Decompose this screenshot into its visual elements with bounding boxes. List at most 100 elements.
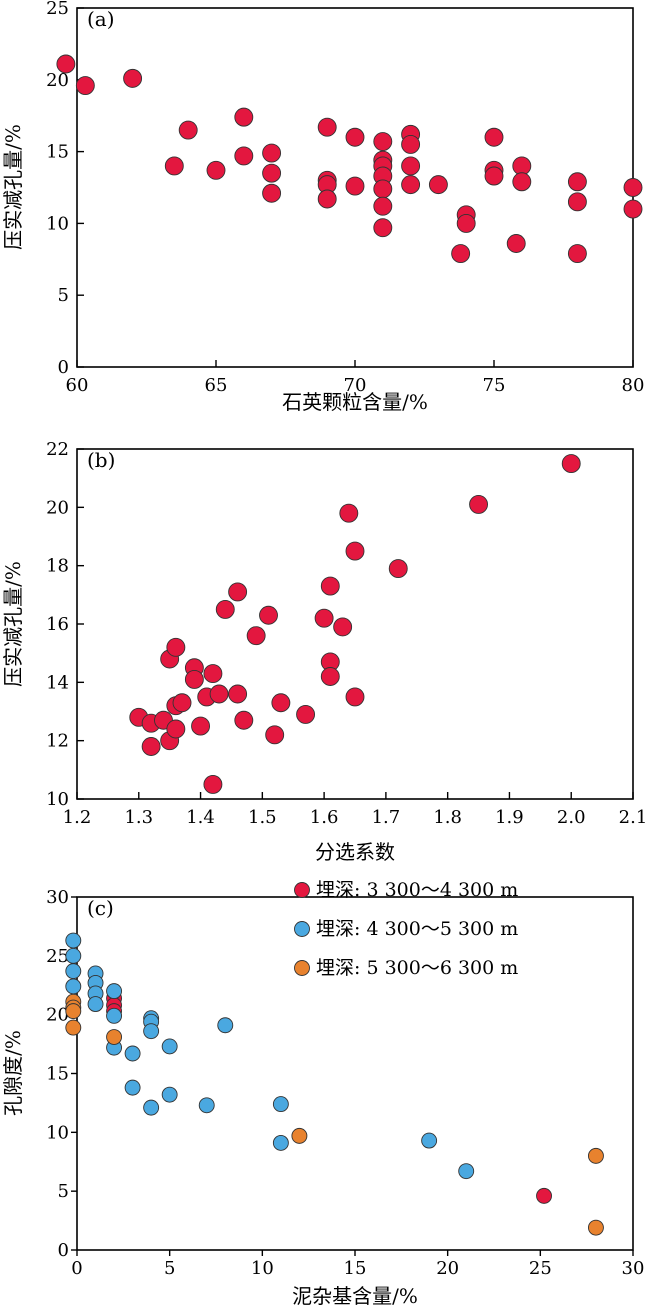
y-tick-label: 25 bbox=[46, 946, 69, 967]
series-3 bbox=[65, 993, 604, 1236]
data-point bbox=[451, 244, 471, 264]
x-axis-label: 泥杂基含量/% bbox=[292, 1284, 418, 1308]
data-point bbox=[123, 68, 143, 88]
data-point bbox=[567, 172, 587, 192]
data-point bbox=[215, 599, 235, 619]
data-point bbox=[567, 244, 587, 264]
y-tick-label: 5 bbox=[58, 1181, 69, 1202]
y-axis-label: 压实减孔量/% bbox=[1, 124, 25, 250]
y-tick-label: 20 bbox=[46, 70, 69, 91]
data-point bbox=[143, 1099, 160, 1116]
y-tick-label: 15 bbox=[46, 142, 69, 163]
x-tick-label: 1.8 bbox=[433, 807, 462, 828]
x-tick-label: 75 bbox=[483, 375, 506, 396]
data-point bbox=[106, 983, 123, 1000]
data-point bbox=[265, 725, 285, 745]
data-point bbox=[469, 494, 489, 514]
panel-label: (b) bbox=[87, 448, 115, 472]
data-point bbox=[272, 1096, 289, 1113]
data-point bbox=[234, 146, 254, 166]
data-point bbox=[143, 1023, 160, 1040]
legend-marker bbox=[294, 921, 310, 937]
panel-a: 60 65 70 75 80 0 5 10 15 20 25 (a) 石英颗粒含量/% 压实减孔量/% bbox=[1, 0, 644, 414]
x-tick-label: 60 bbox=[66, 375, 89, 396]
y-axis-label: 压实减孔量/% bbox=[1, 561, 25, 687]
data-point bbox=[191, 716, 211, 736]
data-point bbox=[484, 127, 504, 147]
data-point bbox=[65, 963, 82, 980]
data-point bbox=[296, 704, 316, 724]
y-tick-label: 25 bbox=[46, 0, 69, 19]
x-tick-label: 1.9 bbox=[495, 807, 524, 828]
series-1 bbox=[129, 454, 581, 794]
x-tick-label: 2.0 bbox=[557, 807, 586, 828]
data-point bbox=[373, 196, 393, 216]
data-point bbox=[320, 576, 340, 596]
data-point bbox=[320, 667, 340, 686]
x-tick-label: 1.3 bbox=[124, 807, 153, 828]
panel-b: 1.2 1.3 1.4 1.5 1.6 1.7 1.8 1.9 2.0 2.1 10 12 14 16 18… bbox=[1, 439, 647, 864]
x-tick-label: 20 bbox=[436, 1258, 459, 1279]
legend: 埋深: 3 300～4 300 m 埋深: 4 300～5 300 m 埋深: 5 … bbox=[294, 879, 518, 979]
data-point bbox=[262, 143, 282, 163]
data-point bbox=[106, 1007, 123, 1024]
data-point bbox=[317, 189, 337, 209]
data-point bbox=[161, 1038, 178, 1055]
y-tick-label: 12 bbox=[46, 731, 69, 752]
y-tick-label: 10 bbox=[46, 789, 69, 810]
x-tick-label: 65 bbox=[205, 375, 228, 396]
data-point bbox=[198, 1097, 215, 1114]
data-point bbox=[228, 582, 248, 602]
y-tick-label: 20 bbox=[46, 497, 69, 518]
x-tick-label: 25 bbox=[529, 1258, 552, 1279]
data-point bbox=[141, 737, 161, 756]
data-point bbox=[203, 664, 223, 684]
y-axis-label: 孔隙度/% bbox=[1, 1030, 25, 1116]
data-point bbox=[164, 156, 184, 176]
data-point bbox=[178, 120, 198, 140]
data-point bbox=[234, 107, 254, 127]
data-point bbox=[228, 684, 248, 704]
x-tick-label: 1.2 bbox=[63, 807, 92, 828]
data-point bbox=[65, 1019, 82, 1036]
x-axis-label: 分选系数 bbox=[315, 840, 395, 864]
series-1 bbox=[56, 54, 643, 264]
data-point bbox=[339, 503, 359, 523]
data-point bbox=[246, 626, 266, 646]
data-point bbox=[166, 637, 186, 657]
data-point bbox=[373, 218, 393, 238]
x-tick-label: 2.1 bbox=[619, 807, 648, 828]
data-point bbox=[259, 605, 278, 625]
data-point bbox=[345, 127, 365, 147]
data-point bbox=[206, 160, 226, 180]
data-point bbox=[623, 178, 643, 197]
data-point bbox=[56, 54, 76, 74]
y-tick-label: 30 bbox=[46, 887, 69, 908]
data-point bbox=[203, 774, 223, 794]
data-point bbox=[512, 156, 532, 176]
y-tick-label: 0 bbox=[58, 1240, 69, 1261]
y-tick-label: 22 bbox=[46, 439, 69, 460]
data-point bbox=[184, 669, 204, 689]
data-point bbox=[484, 166, 504, 186]
data-point bbox=[317, 117, 337, 137]
data-point bbox=[456, 213, 476, 233]
data-point bbox=[587, 1219, 604, 1236]
data-point bbox=[333, 617, 353, 637]
data-point bbox=[401, 156, 421, 176]
x-tick-label: 1.7 bbox=[372, 807, 401, 828]
y-tick-label: 5 bbox=[58, 285, 69, 306]
x-tick-label: 0 bbox=[71, 1258, 82, 1279]
x-tick-label: 1.4 bbox=[186, 807, 215, 828]
x-tick-label: 15 bbox=[344, 1258, 367, 1279]
panel-label: (c) bbox=[87, 896, 114, 920]
data-point bbox=[65, 947, 82, 964]
series-2 bbox=[65, 932, 475, 1180]
y-tick-label: 10 bbox=[46, 1122, 69, 1143]
data-point bbox=[536, 1187, 552, 1204]
y-tick-label: 14 bbox=[46, 672, 69, 693]
data-point bbox=[587, 1147, 604, 1164]
x-tick-label: 70 bbox=[344, 375, 367, 396]
legend-label: 埋深: 5 300～6 300 m bbox=[316, 957, 518, 979]
